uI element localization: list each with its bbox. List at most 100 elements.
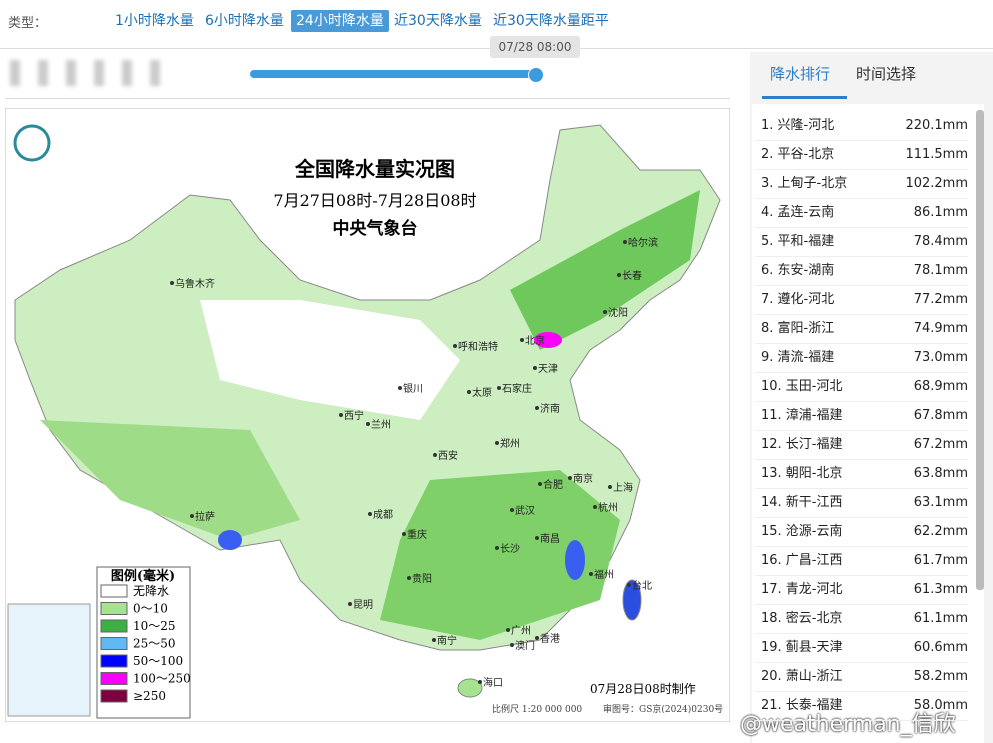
rank-value: 68.9mm	[913, 379, 968, 394]
type-tab[interactable]: 1小时降水量	[115, 13, 194, 29]
rank-value: 78.1mm	[913, 263, 968, 278]
city-label: 石家庄	[502, 382, 532, 395]
rank-row[interactable]: 17. 青龙-河北 61.3mm	[755, 576, 968, 605]
legend-label: 无降水	[133, 584, 169, 598]
rank-row[interactable]: 3. 上甸子-北京 102.2mm	[755, 170, 968, 199]
city-dot	[495, 441, 499, 445]
side-tab[interactable]: 时间选择	[856, 65, 917, 83]
city-label: 济南	[540, 402, 560, 415]
rank-row[interactable]: 20. 萧山-浙江 58.2mm	[755, 663, 968, 692]
rank-row[interactable]: 7. 遵化-河北 77.2mm	[755, 286, 968, 315]
scrollbar[interactable]	[976, 110, 984, 590]
rank-value: 74.9mm	[913, 321, 968, 336]
side-tab[interactable]: 降水排行	[770, 65, 831, 83]
tab-underline	[762, 96, 847, 99]
rank-row[interactable]: 16. 广昌-江西 61.7mm	[755, 547, 968, 576]
city-label: 银川	[403, 382, 423, 395]
rank-value: 58.0mm	[913, 698, 968, 713]
rank-value: 61.3mm	[913, 582, 968, 597]
city-label: 乌鲁木齐	[175, 277, 215, 290]
rank-row[interactable]: 21. 长泰-福建 58.0mm	[755, 692, 968, 721]
rank-name: 4. 孟连-云南	[761, 205, 835, 220]
divider	[5, 98, 730, 99]
rank-row[interactable]: 1. 兴隆-河北 220.1mm	[755, 112, 968, 141]
rank-value: 78.4mm	[913, 234, 968, 249]
legend-swatch	[100, 584, 128, 598]
rank-name: 13. 朝阳-北京	[761, 466, 843, 481]
rank-name: 21. 长泰-福建	[761, 698, 843, 713]
rank-value: 62.2mm	[913, 524, 968, 539]
slider-handle[interactable]	[528, 67, 544, 83]
rank-name: 16. 广昌-江西	[761, 553, 843, 568]
rank-value: 61.1mm	[913, 611, 968, 626]
rank-value: 67.8mm	[913, 408, 968, 423]
city-dot	[478, 680, 482, 684]
city-dot	[533, 366, 537, 370]
rank-row[interactable]: 2. 平谷-北京 111.5mm	[755, 141, 968, 170]
rank-value: 86.1mm	[913, 205, 968, 220]
rank-row[interactable]: 14. 新干-江西 63.1mm	[755, 489, 968, 518]
city-dot	[568, 476, 572, 480]
city-dot	[348, 602, 352, 606]
rank-row[interactable]: 6. 东安-湖南 78.1mm	[755, 257, 968, 286]
heavy-rain	[565, 540, 585, 580]
rank-row[interactable]: 12. 长汀-福建 67.2mm	[755, 431, 968, 460]
rank-row[interactable]: 9. 清流-福建 73.0mm	[755, 344, 968, 373]
legend-swatch	[100, 637, 128, 650]
rank-value: 60.6mm	[913, 640, 968, 655]
rank-row[interactable]: 4. 孟连-云南 86.1mm	[755, 199, 968, 228]
city-label: 武汉	[515, 504, 535, 517]
city-label: 南昌	[540, 532, 560, 545]
city-label: 海口	[483, 676, 503, 689]
city-label: 西宁	[344, 409, 364, 422]
scale: 比例尺 1:20 000 000	[492, 703, 582, 715]
legend-label: 100～250	[133, 672, 191, 686]
cma-logo	[13, 124, 51, 162]
rank-name: 17. 青龙-河北	[761, 582, 843, 597]
type-tab[interactable]: 6小时降水量	[205, 13, 284, 29]
city-dot	[433, 453, 437, 457]
rank-row[interactable]: 19. 蓟县-天津 60.6mm	[755, 634, 968, 663]
heavy-rain	[218, 530, 242, 550]
rain-area	[510, 190, 700, 350]
hainan	[457, 678, 483, 698]
rank-name: 2. 平谷-北京	[761, 147, 835, 162]
rank-row[interactable]: 5. 平和-福建 78.4mm	[755, 228, 968, 257]
map-title: 全国降水量实况图	[294, 157, 455, 181]
legend-label: 50～100	[133, 654, 183, 668]
city-label: 长春	[622, 270, 642, 282]
rank-row[interactable]: 8. 富阳-浙江 74.9mm	[755, 315, 968, 344]
city-dot	[170, 281, 174, 285]
city-dot	[467, 390, 471, 394]
city-label: 南宁	[437, 634, 457, 647]
type-tab[interactable]: 近30天降水量距平	[493, 13, 609, 29]
city-dot	[495, 546, 499, 550]
city-dot	[366, 422, 370, 426]
map: 全国降水量实况图 7月27日08时-7月28日08时 中央气象台 图例(毫米) …	[5, 108, 730, 722]
legend-swatch	[100, 689, 128, 703]
slider-track[interactable]	[250, 70, 535, 78]
type-tab[interactable]: 近30天降水量	[394, 13, 482, 29]
rank-row[interactable]: 13. 朝阳-北京 63.8mm	[755, 460, 968, 489]
map-agency: 中央气象台	[333, 218, 418, 239]
rank-name: 5. 平和-福建	[761, 234, 835, 249]
city-label: 昆明	[353, 599, 373, 611]
taiwan	[622, 579, 642, 621]
rank-row[interactable]: 10. 玉田-河北 68.9mm	[755, 373, 968, 402]
rank-row[interactable]: 15. 沧源-云南 62.2mm	[755, 518, 968, 547]
rank-name: 11. 漳浦-福建	[761, 408, 843, 423]
type-tab[interactable]: 24小时降水量	[291, 10, 389, 32]
rank-value: 73.0mm	[913, 350, 968, 365]
rain-area	[380, 470, 620, 640]
rank-row[interactable]: 18. 密云-北京 61.1mm	[755, 605, 968, 634]
rank-row[interactable]: 11. 漳浦-福建 67.8mm	[755, 402, 968, 431]
city-label: 北京	[525, 334, 545, 347]
rank-name: 19. 蓟县-天津	[761, 640, 843, 655]
approval: 审图号：GS京(2024)0230号	[603, 703, 723, 715]
rain-area	[40, 420, 300, 540]
rank-name: 1. 兴隆-河北	[761, 118, 835, 133]
city-dot	[402, 532, 406, 536]
legend-label: 10～25	[133, 619, 176, 633]
type-label: 类型：	[8, 16, 48, 31]
